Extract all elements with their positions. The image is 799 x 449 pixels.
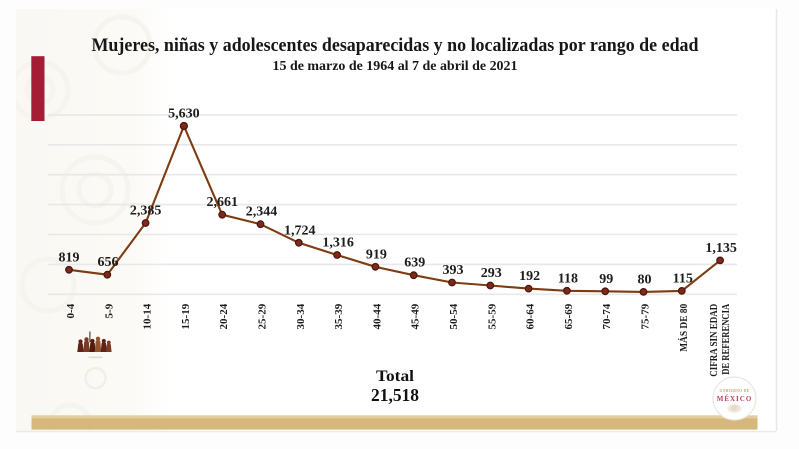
svg-text:1,316: 1,316 — [322, 236, 354, 251]
svg-text:192: 192 — [519, 269, 540, 284]
svg-text:DE REFERENCIA: DE REFERENCIA — [720, 304, 732, 375]
svg-text:118: 118 — [558, 271, 578, 286]
svg-text:65-69: 65-69 — [563, 303, 575, 329]
svg-text:70-74: 70-74 — [601, 303, 613, 329]
svg-text:Total: Total — [376, 368, 415, 385]
svg-text:50-54: 50-54 — [448, 303, 460, 329]
svg-text:25-29: 25-29 — [257, 303, 269, 329]
svg-text:10-14: 10-14 — [142, 303, 154, 329]
svg-text:55-59: 55-59 — [486, 303, 498, 329]
svg-text:75-79: 75-79 — [640, 303, 652, 329]
svg-text:45-49: 45-49 — [410, 303, 422, 329]
svg-text:1,724: 1,724 — [284, 223, 316, 238]
svg-text:919: 919 — [366, 247, 387, 262]
svg-text:99: 99 — [599, 272, 613, 287]
svg-text:21,518: 21,518 — [371, 385, 419, 405]
svg-text:639: 639 — [404, 256, 425, 271]
svg-text:MÉXICO: MÉXICO — [717, 395, 753, 403]
svg-text:0-4: 0-4 — [65, 303, 77, 318]
svg-text:2,385: 2,385 — [130, 204, 162, 219]
svg-text:35-39: 35-39 — [333, 303, 345, 329]
svg-text:15-19: 15-19 — [180, 303, 192, 329]
svg-text:393: 393 — [443, 263, 464, 278]
svg-text:CIFRA SIN EDAD: CIFRA SIN EDAD — [708, 304, 720, 377]
svg-text:40-44: 40-44 — [371, 303, 383, 329]
svg-text:656: 656 — [98, 255, 119, 270]
svg-text:2,661: 2,661 — [206, 195, 238, 210]
svg-text:115: 115 — [673, 271, 693, 286]
svg-text:Mujeres, niñas y adolescentes: Mujeres, niñas y adolescentes desapareci… — [92, 35, 699, 56]
svg-text:5,630: 5,630 — [168, 107, 200, 122]
svg-text:1,135: 1,135 — [705, 241, 737, 256]
svg-text:80: 80 — [638, 272, 652, 287]
svg-text:30-34: 30-34 — [295, 303, 307, 329]
svg-text:5-9: 5-9 — [103, 303, 115, 318]
svg-text:2,344: 2,344 — [246, 205, 278, 220]
svg-text:819: 819 — [59, 250, 80, 265]
svg-text:15 de marzo de 1964 al 7 de ab: 15 de marzo de 1964 al 7 de abril de 202… — [273, 58, 518, 73]
svg-text:293: 293 — [481, 266, 502, 281]
svg-text:60-64: 60-64 — [525, 303, 537, 329]
svg-text:GOBIERNO DE: GOBIERNO DE — [719, 389, 749, 393]
svg-text:MÁS DE 80: MÁS DE 80 — [678, 303, 690, 351]
svg-text:20-24: 20-24 — [218, 303, 230, 329]
